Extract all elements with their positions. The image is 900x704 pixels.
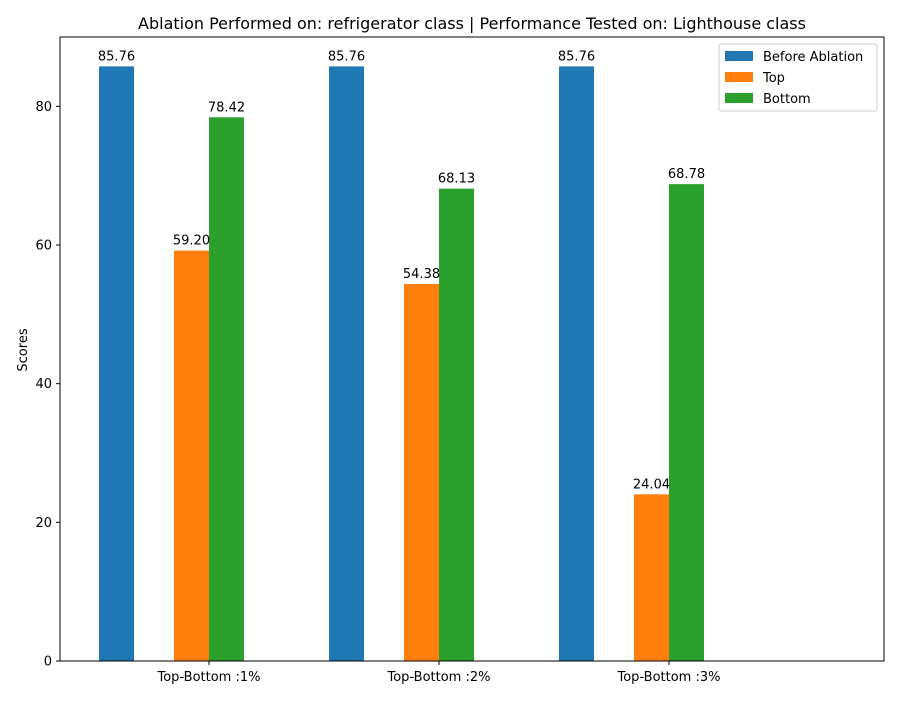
bar <box>404 283 439 661</box>
legend: Before Ablation Top Bottom <box>718 43 878 112</box>
data-label: 68.13 <box>438 172 475 187</box>
y-tick-label: 40 <box>35 377 52 392</box>
y-tick-label: 80 <box>35 100 52 115</box>
x-tick-label: Top-Bottom :2% <box>387 670 491 685</box>
y-axis-label: Scores <box>16 328 31 371</box>
data-label: 54.38 <box>403 267 440 282</box>
bars-group <box>99 66 704 661</box>
y-tick-label: 20 <box>35 516 52 531</box>
legend-swatch <box>725 51 753 61</box>
data-label: 85.76 <box>558 49 595 64</box>
bar <box>174 250 209 661</box>
x-axis: Top-Bottom :1% Top-Bottom :2% Top-Bottom :… <box>157 661 721 685</box>
bar <box>559 66 594 661</box>
legend-swatch <box>725 93 753 103</box>
data-label: 78.42 <box>208 100 245 115</box>
bar <box>669 184 704 661</box>
bar <box>209 117 244 661</box>
data-label: 59.20 <box>173 234 210 249</box>
data-label: 85.76 <box>98 49 135 64</box>
data-label: 85.76 <box>328 49 365 64</box>
legend-swatch <box>725 72 753 82</box>
bar <box>329 66 364 661</box>
bar <box>634 494 669 661</box>
data-label: 24.04 <box>633 477 670 492</box>
chart-title: Ablation Performed on: refrigerator clas… <box>138 14 806 33</box>
bar <box>99 66 134 661</box>
y-tick-label: 60 <box>35 239 52 254</box>
data-label: 68.78 <box>668 167 705 182</box>
y-axis: 0 20 40 60 80 <box>35 100 60 670</box>
x-tick-label: Top-Bottom :1% <box>157 670 261 685</box>
legend-label: Bottom <box>763 92 811 107</box>
legend-label: Before Ablation <box>763 50 863 65</box>
plot-frame <box>59 36 885 662</box>
x-tick-label: Top-Bottom :3% <box>617 670 721 685</box>
data-labels-group: 85.76 85.76 85.76 59.20 54.38 24.04 78.42 68.13… <box>98 49 705 492</box>
bar <box>439 188 474 661</box>
legend-frame <box>718 43 878 112</box>
legend-label: Top <box>762 71 785 86</box>
y-tick-label: 0 <box>44 655 52 670</box>
